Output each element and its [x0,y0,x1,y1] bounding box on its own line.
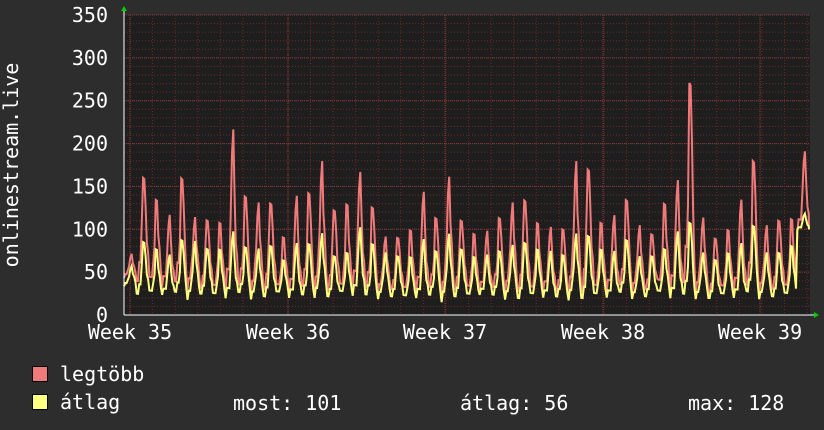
x-tick-label: Week 35 [88,320,172,344]
stat-atlag: átlag: 56 [460,391,569,415]
y-axis-arrow-icon [121,6,127,11]
x-axis-arrow-icon [814,312,819,318]
x-tick-label: Week 38 [561,320,645,344]
y-tick-label: 200 [72,132,108,156]
y-tick-label: 50 [84,260,108,284]
legend-swatch-atlag [32,394,48,410]
legend-label-atlag: átlag [60,390,121,414]
y-tick-label: 150 [72,174,108,198]
axes [121,6,819,318]
y-tick-label: 0 [96,303,108,327]
y-tick-label: 300 [72,46,108,70]
y-axis-label: onlinestream.live [0,63,23,268]
y-tick-label: 250 [72,89,108,113]
legend-swatch-legtobb [32,366,48,382]
series-line-atlag [123,210,810,303]
legend-label-legtobb: legtöbb [60,362,145,386]
tick-labels: 0 50 100 150 200 250 300 350 Week 35 Week 36 Week … [72,3,802,344]
stat-most: most: 101 [233,391,342,415]
y-tick-label: 100 [72,217,108,241]
series-layer [123,82,810,303]
x-tick-label: Week 39 [718,320,802,344]
y-tick-label: 350 [72,3,108,27]
chart: 0 50 100 150 200 250 300 350 Week 35 Week 36 Week … [0,3,819,344]
x-tick-label: Week 36 [246,320,330,344]
x-tick-label: Week 37 [403,320,487,344]
legend-item-atlag: átlag [32,390,121,414]
stat-max: max: 128 [688,391,785,415]
legend-item-legtobb: legtöbb [32,362,145,386]
